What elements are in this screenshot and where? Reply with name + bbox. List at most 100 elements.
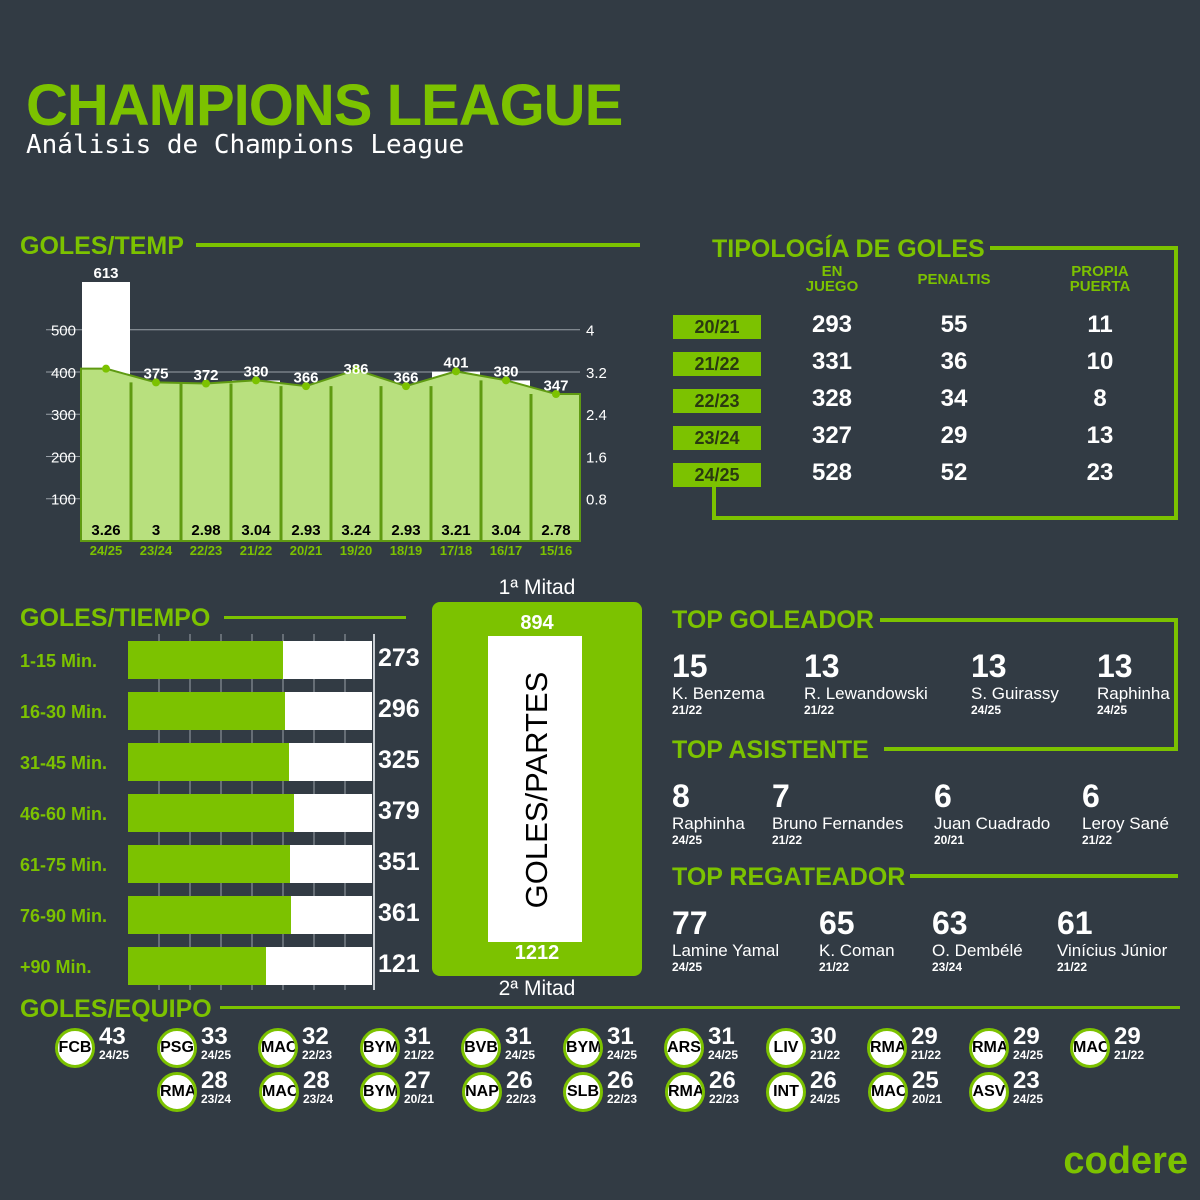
team-item: RMA 29 24/25 [969,1023,1069,1070]
time-bar [128,845,372,883]
team-season: 21/22 [810,1048,841,1062]
team-item: NAP 26 22/23 [462,1067,562,1114]
team-goals-value: 29 [911,1023,938,1050]
season-badge: 24/25 [673,463,761,487]
team-season: 21/22 [404,1048,435,1062]
y-tick-label: 200 [51,449,76,466]
asistente-name: Leroy Sané [1082,814,1169,833]
goles-temp-chart: 1002003004005000.81.62.43.246133.2624/25… [46,265,607,558]
time-range-label: +90 Min. [20,957,92,977]
team-logo-badge: RMA [157,1072,197,1112]
team-goals-value: 23 [1013,1067,1040,1094]
season-tick-label: 21/22 [240,543,273,558]
y2-tick-label: 3.2 [586,365,607,382]
goals-value-label: 366 [293,369,318,386]
avg-value-label: 2.78 [541,522,570,539]
goleador-value: 15 [672,648,708,684]
team-goals-value: 26 [810,1067,837,1094]
time-value-label: 361 [378,899,420,927]
goals-value-label: 613 [93,265,118,282]
section-title-goles-temp: GOLES/TEMP [20,232,184,260]
section-rule [910,874,1178,878]
goles-partes-box [488,636,582,942]
mitad-2-value: 1212 [514,942,560,964]
goleador-value: 13 [1097,648,1133,684]
goleador-name: K. Benzema [672,684,765,703]
goleador-season: 24/25 [971,703,1002,717]
season-badge: 22/23 [673,389,761,413]
regateador-value: 63 [932,905,968,941]
team-season: 24/25 [810,1092,841,1106]
section-title-tipologia: TIPOLOGÍA DE GOLES [712,235,985,263]
table-cell: 331 [811,348,853,375]
team-goals-value: 32 [302,1023,329,1050]
team-item: MAC 32 22/23 [258,1023,358,1070]
mitad-1-value: 894 [520,612,554,634]
team-logo-badge: BYM [360,1028,400,1068]
team-item: MAC 25 20/21 [868,1067,968,1114]
section-rule [1174,246,1178,520]
section-title-top-goleador: TOP GOLEADOR [672,606,874,634]
goleador-value: 13 [971,648,1007,684]
time-bar [128,743,372,781]
goals-value-label: 372 [193,367,218,384]
team-goals-value: 29 [1013,1023,1040,1050]
team-item: BYM 31 24/25 [563,1023,663,1070]
avg-value-label: 3.26 [91,522,120,539]
avg-value-label: 3.04 [491,522,521,539]
team-goals-value: 43 [99,1023,126,1050]
team-logo-badge: MAC [1070,1028,1110,1068]
avg-point [252,376,260,385]
season-tick-label: 20/21 [290,543,323,558]
team-logo-badge: RMA [867,1028,907,1068]
time-bar-fill [128,896,291,934]
y-tick-label: 300 [51,407,76,424]
team-goals-value: 28 [201,1067,228,1094]
team-season: 21/22 [1114,1048,1145,1062]
regateador-value: 65 [819,905,855,941]
goleador-value: 13 [804,648,840,684]
section-title-top-asistente: TOP ASISTENTE [672,736,869,764]
avg-point [552,390,560,399]
table-cell: 36 [940,348,968,375]
team-item: FCB 43 24/25 [55,1023,155,1070]
team-season: 24/25 [505,1048,536,1062]
asistente-value: 6 [1082,778,1100,814]
goleador-season: 21/22 [672,703,703,717]
asistente-season: 21/22 [1082,833,1113,847]
team-season: 20/21 [912,1092,943,1106]
team-item: RMA 26 22/23 [665,1067,765,1114]
page-title: CHAMPIONS LEAGUE [26,73,623,138]
avg-value-label: 3.04 [241,522,271,539]
season-badge: 21/22 [673,352,761,376]
team-item: RMA 28 23/24 [157,1067,257,1114]
goleador-season: 24/25 [1097,703,1128,717]
goleador-season: 21/22 [804,703,835,717]
y2-tick-label: 4 [586,323,594,340]
table-cell: 11 [1087,311,1113,338]
time-range-label: 1-15 Min. [20,651,98,671]
regateador-value: 77 [672,905,708,941]
asistente-season: 20/21 [934,833,965,847]
time-bar-fill [128,641,283,679]
time-range-label: 16-30 Min. [20,702,108,722]
column-header: PENALTIS [917,271,991,288]
avg-point [502,376,510,385]
avg-point [402,382,410,391]
time-value-label: 325 [378,746,420,774]
y-tick-label: 400 [51,365,76,382]
table-cell: 29 [940,422,968,449]
team-logo-badge: PSG [157,1028,197,1068]
table-cell: 13 [1086,422,1114,449]
goleador-name: S. Guirassy [971,684,1059,703]
avg-point [452,367,460,376]
time-value-label: 273 [378,644,420,672]
team-logo-badge: BYM [563,1028,603,1068]
time-bar [128,794,372,832]
team-item: ASV 23 24/25 [969,1067,1069,1114]
season-tick-label: 15/16 [540,543,573,558]
team-item: MAC 29 21/22 [1070,1023,1170,1070]
section-rule [712,470,716,520]
section-rule [220,1006,1180,1009]
team-item: INT 26 24/25 [766,1067,866,1114]
